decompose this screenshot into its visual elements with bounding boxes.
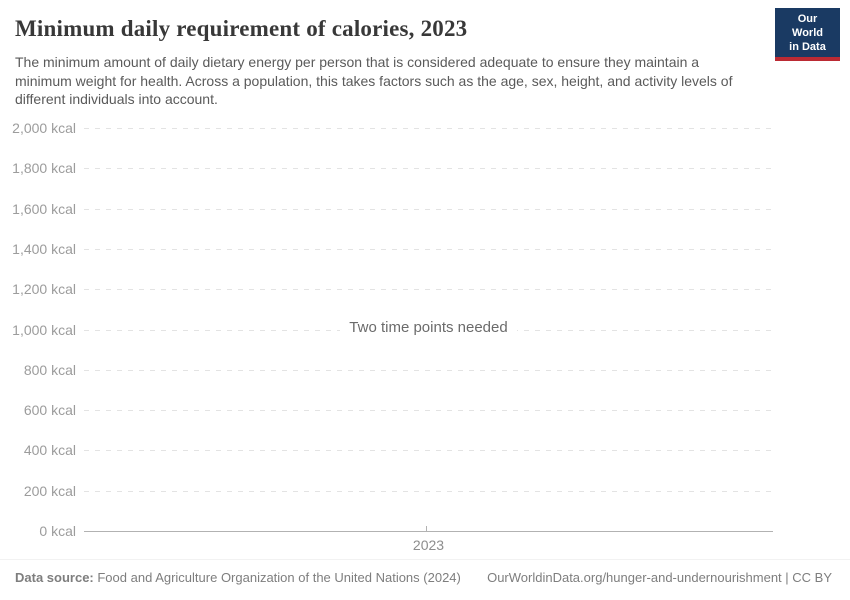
y-gridline <box>84 450 773 452</box>
y-gridline <box>84 248 773 250</box>
y-axis-tick-label: 1,800 kcal <box>12 160 76 177</box>
license-link[interactable]: OurWorldinData.org/hunger-and-undernouri… <box>487 570 832 585</box>
y-axis-tick-label: 0 kcal <box>39 523 76 539</box>
x-axis-tick-label[interactable]: 2023 <box>412 537 445 553</box>
y-axis-tick-label: 1,200 kcal <box>12 281 76 298</box>
y-gridline <box>84 128 773 130</box>
data-source-value: Food and Agriculture Organization of the… <box>93 570 461 585</box>
y-gridline <box>84 168 773 170</box>
y-axis-tick-label: 1,600 kcal <box>12 200 76 217</box>
owid-logo-line2: in Data <box>789 41 826 53</box>
y-axis-tick-label: 1,000 kcal <box>12 321 76 338</box>
x-axis-tick <box>426 526 427 531</box>
x-axis-line <box>84 531 773 532</box>
chart-subtitle: The minimum amount of daily dietary ener… <box>15 54 733 107</box>
y-gridline <box>84 208 773 210</box>
empty-chart-message: Two time points needed <box>84 319 773 336</box>
y-axis-tick-label: 200 kcal <box>23 482 76 499</box>
y-gridline <box>84 289 773 291</box>
y-axis-tick-label: 2,000 kcal <box>12 120 76 137</box>
owid-logo[interactable]: Our World in Data <box>775 8 840 61</box>
data-source-note: Data source: Food and Agriculture Organi… <box>15 570 461 600</box>
y-gridline <box>84 490 773 492</box>
y-axis-tick-label: 1,400 kcal <box>12 240 76 257</box>
owid-logo-line1: Our World <box>792 13 823 39</box>
y-axis-tick-label: 800 kcal <box>23 361 76 378</box>
y-axis-tick-label: 600 kcal <box>23 402 76 419</box>
page-title: Minimum daily requirement of calories, 2… <box>15 16 468 41</box>
data-source-label: Data source: <box>15 570 94 585</box>
chart-footer: Data source: Food and Agriculture Organi… <box>0 559 850 600</box>
y-gridline <box>84 410 773 412</box>
y-axis-tick-label: 400 kcal <box>23 442 76 459</box>
empty-chart-message-text: Two time points needed <box>340 319 517 336</box>
y-gridline <box>84 369 773 371</box>
